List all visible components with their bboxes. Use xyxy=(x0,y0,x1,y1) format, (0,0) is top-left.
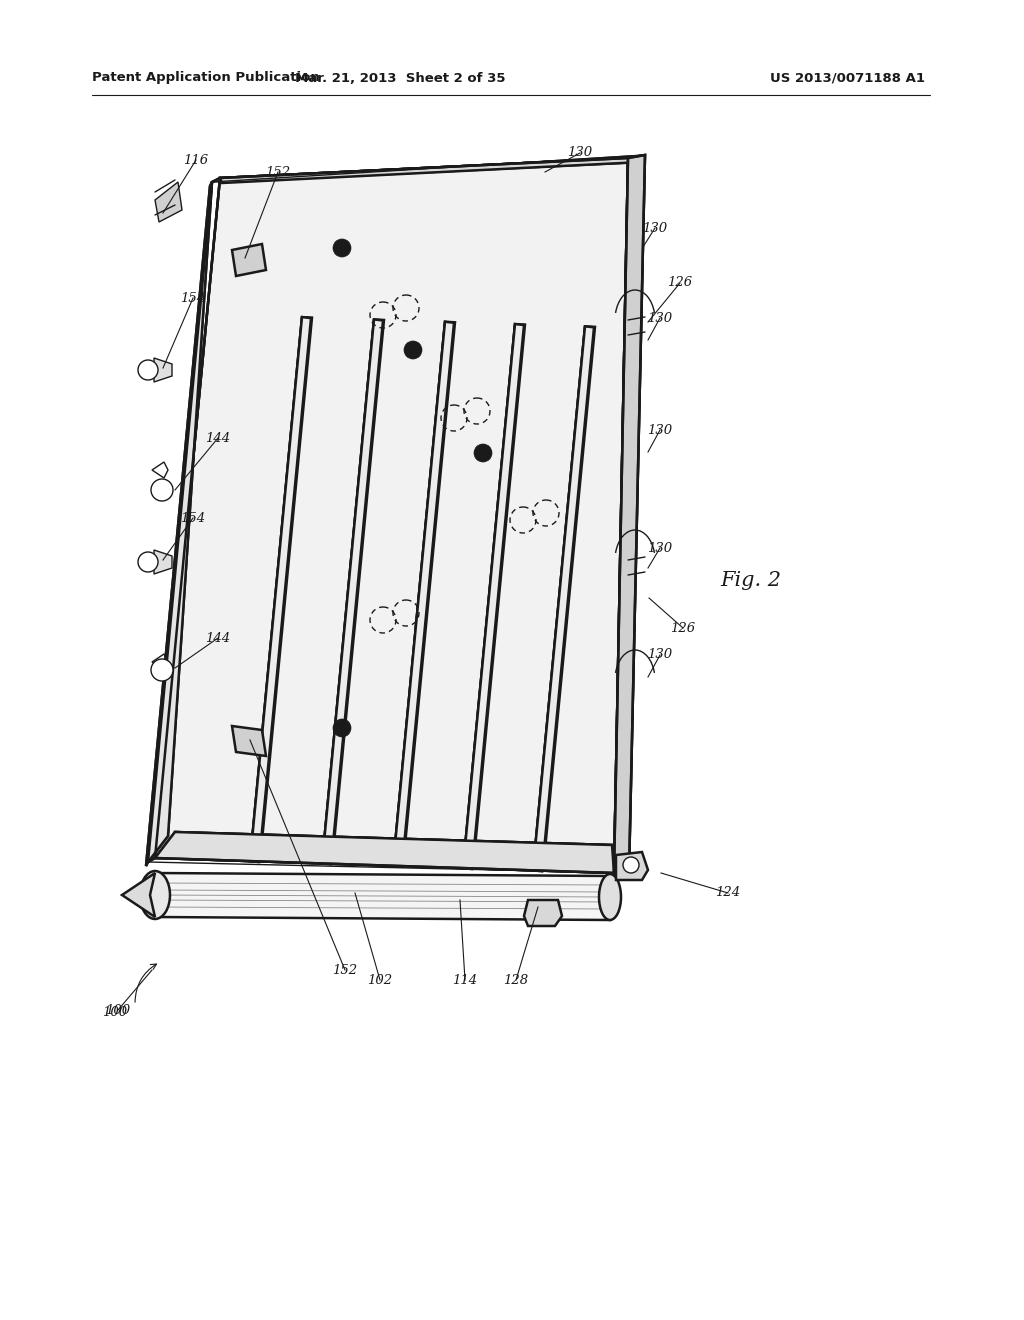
Text: 152: 152 xyxy=(333,964,357,977)
Text: 130: 130 xyxy=(647,541,673,554)
Ellipse shape xyxy=(140,871,170,919)
Polygon shape xyxy=(155,873,610,920)
Polygon shape xyxy=(146,182,212,866)
Polygon shape xyxy=(155,832,614,873)
Text: Mar. 21, 2013  Sheet 2 of 35: Mar. 21, 2013 Sheet 2 of 35 xyxy=(295,71,505,84)
Text: 114: 114 xyxy=(453,974,477,986)
Circle shape xyxy=(138,552,158,572)
Text: US 2013/0071188 A1: US 2013/0071188 A1 xyxy=(770,71,925,84)
Polygon shape xyxy=(155,832,614,873)
Polygon shape xyxy=(534,326,594,871)
Text: 152: 152 xyxy=(265,165,291,178)
Text: 130: 130 xyxy=(647,648,673,661)
Polygon shape xyxy=(463,325,524,869)
Polygon shape xyxy=(322,319,383,865)
Polygon shape xyxy=(250,317,312,862)
Polygon shape xyxy=(232,726,266,756)
Text: 130: 130 xyxy=(647,312,673,325)
Text: 128: 128 xyxy=(504,974,528,986)
Ellipse shape xyxy=(599,874,621,920)
Text: Patent Application Publication: Patent Application Publication xyxy=(92,71,319,84)
Polygon shape xyxy=(322,319,384,865)
Circle shape xyxy=(333,239,351,257)
Circle shape xyxy=(151,479,173,502)
Text: 130: 130 xyxy=(642,222,668,235)
Polygon shape xyxy=(220,158,642,183)
Polygon shape xyxy=(614,154,645,873)
Circle shape xyxy=(623,857,639,873)
Polygon shape xyxy=(393,322,455,866)
Circle shape xyxy=(138,360,158,380)
Polygon shape xyxy=(250,317,311,862)
Text: 154: 154 xyxy=(180,511,206,524)
Polygon shape xyxy=(154,550,172,574)
Polygon shape xyxy=(614,154,645,873)
Text: 116: 116 xyxy=(183,153,209,166)
Polygon shape xyxy=(232,244,266,276)
Text: 144: 144 xyxy=(206,631,230,644)
Polygon shape xyxy=(393,322,454,867)
Text: 154: 154 xyxy=(180,292,206,305)
Circle shape xyxy=(151,659,173,681)
Polygon shape xyxy=(524,900,562,927)
Polygon shape xyxy=(155,182,182,222)
Polygon shape xyxy=(463,325,525,869)
Text: 100: 100 xyxy=(105,1003,131,1016)
Text: 100: 100 xyxy=(102,1006,128,1019)
Polygon shape xyxy=(122,873,155,917)
Circle shape xyxy=(333,719,351,737)
Circle shape xyxy=(474,444,492,462)
Text: Fig. 2: Fig. 2 xyxy=(720,570,781,590)
Text: 126: 126 xyxy=(668,276,692,289)
Polygon shape xyxy=(534,326,595,871)
Text: 144: 144 xyxy=(206,432,230,445)
Polygon shape xyxy=(220,158,642,182)
Polygon shape xyxy=(175,832,612,861)
Polygon shape xyxy=(146,182,212,866)
Polygon shape xyxy=(155,158,628,873)
Text: 126: 126 xyxy=(671,622,695,635)
Text: 102: 102 xyxy=(368,974,392,986)
Text: 130: 130 xyxy=(567,147,593,160)
Circle shape xyxy=(404,341,422,359)
Text: 124: 124 xyxy=(716,887,740,899)
Polygon shape xyxy=(616,851,648,880)
Text: 130: 130 xyxy=(647,424,673,437)
Polygon shape xyxy=(154,358,172,381)
